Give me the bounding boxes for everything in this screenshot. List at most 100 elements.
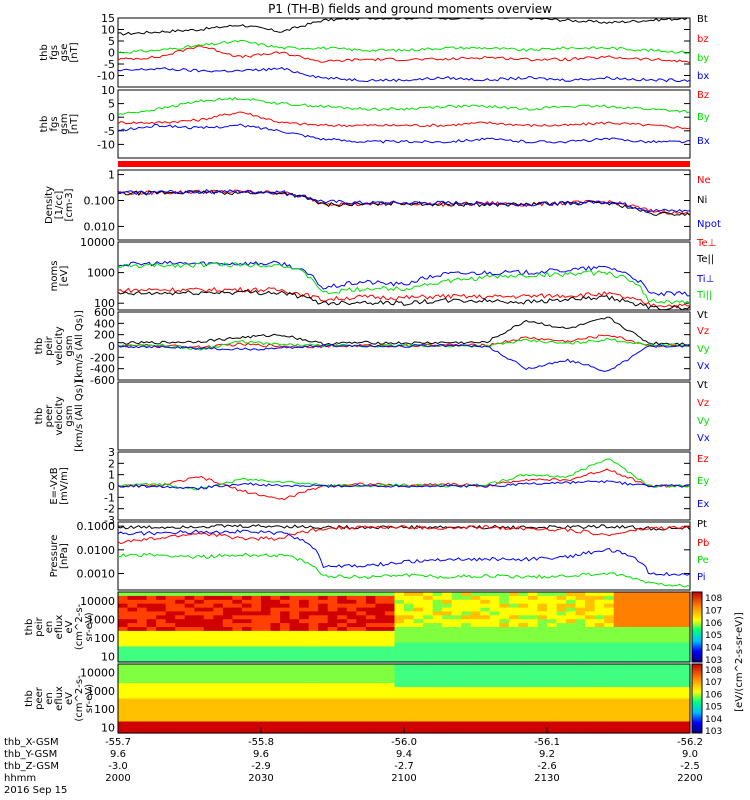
heatmap-cell (404, 713, 415, 719)
heatmap-cell (175, 638, 186, 644)
heatmap-cell (270, 667, 281, 673)
heatmap-cell (680, 630, 691, 636)
heatmap-cell (241, 729, 252, 734)
heatmap-cell (222, 675, 233, 680)
heatmap-cell (365, 713, 376, 719)
heatmap-cell (156, 603, 167, 609)
heatmap-cell (261, 702, 272, 707)
heatmap-cell (222, 687, 233, 692)
heatmap-cell (194, 650, 205, 655)
heatmap-cell (461, 675, 472, 680)
heatmap-cell (137, 729, 148, 734)
heatmap-cell (585, 671, 596, 677)
heatmap-cell (670, 599, 681, 605)
heatmap-cell (461, 698, 472, 703)
series-line-Bz (117, 111, 691, 130)
heatmap-cell (461, 729, 472, 734)
y-axis-label: en (44, 692, 55, 705)
heatmap-cell (604, 619, 615, 624)
heatmap-cell (470, 729, 481, 734)
heatmap-cell (604, 698, 615, 703)
heatmap-cell (203, 702, 214, 707)
heatmap-cell (413, 717, 424, 723)
heatmap-cell (556, 694, 567, 700)
heatmap-cell (489, 623, 500, 628)
y-tick-label: 100 (94, 297, 115, 310)
heatmap-cell (442, 595, 453, 601)
heatmap-cell (175, 642, 186, 648)
heatmap-cell (432, 592, 443, 597)
heatmap-cell (547, 710, 558, 715)
heatmap-cell (670, 729, 681, 734)
y-axis-label: velocity (54, 396, 65, 435)
heatmap-cell (566, 706, 577, 711)
heatmap-cell (470, 675, 481, 680)
panel-frame (117, 89, 691, 159)
heatmap-cell (566, 650, 577, 655)
heatmap-cell (527, 729, 538, 734)
heatmap-cell (384, 694, 395, 700)
heatmap-cell (613, 690, 624, 696)
heatmap-cell (442, 721, 453, 726)
heatmap-cell (537, 664, 548, 669)
heatmap-cell (604, 713, 615, 719)
heatmap-cell (127, 721, 138, 726)
heatmap-cell (585, 592, 596, 597)
heatmap-cell (375, 607, 386, 613)
heatmap-cell (613, 683, 624, 688)
heatmap-cell (280, 599, 291, 605)
heatmap-cell (308, 690, 319, 696)
heatmap-cell (299, 664, 310, 669)
heatmap-cell (508, 706, 519, 711)
heatmap-cell (556, 654, 567, 659)
heatmap-cell (413, 729, 424, 734)
heatmap-cell (661, 698, 672, 703)
heatmap-cell (337, 615, 348, 620)
heatmap-cell (394, 619, 405, 624)
heatmap-cell (604, 679, 615, 684)
heatmap-cell (356, 694, 367, 700)
heatmap-cell (327, 706, 338, 711)
heatmap-cell (642, 654, 653, 659)
heatmap-cell (156, 634, 167, 640)
heatmap-cell (651, 664, 662, 669)
heatmap-cell (480, 623, 491, 628)
heatmap-cell (413, 595, 424, 601)
heatmap-cell (537, 646, 548, 651)
heatmap-cell (165, 615, 176, 620)
heatmap-cell (670, 671, 681, 677)
heatmap-cell (375, 713, 386, 719)
heatmap-cell (251, 611, 262, 616)
heatmap-cell (404, 729, 415, 734)
colorbar-tick-label: 103 (705, 656, 722, 666)
y-tick-label: -200 (90, 351, 115, 364)
heatmap-cell (251, 710, 262, 715)
heatmap-cell (489, 654, 500, 659)
y-axis-label: Pressure (49, 535, 60, 578)
heatmap-cell (508, 599, 519, 605)
heatmap-cell (432, 599, 443, 605)
heatmap-cell (146, 710, 157, 715)
heatmap-cell (384, 607, 395, 613)
heatmap-cell (232, 721, 243, 726)
y-tick-label: 1000 (87, 613, 115, 626)
heatmap-cell (203, 710, 214, 715)
heatmap-cell (556, 623, 567, 628)
heatmap-cell (308, 671, 319, 677)
y-axis-label: fgs (49, 116, 60, 131)
heatmap-cell (642, 619, 653, 624)
heatmap-cell (118, 664, 129, 669)
heatmap-cell (413, 687, 424, 692)
heatmap-cell (384, 683, 395, 688)
heatmap-cell (404, 725, 415, 730)
heatmap-cell (232, 650, 243, 655)
heatmap-cell (508, 729, 519, 734)
y-tick-label: 1000 (87, 685, 115, 698)
heatmap-cell (451, 658, 462, 663)
heatmap-cell (632, 599, 643, 605)
heatmap-cell (461, 634, 472, 640)
heatmap-cell (384, 675, 395, 680)
heatmap-cell (613, 729, 624, 734)
heatmap-cell (384, 627, 395, 632)
heatmap-cell (137, 675, 148, 680)
